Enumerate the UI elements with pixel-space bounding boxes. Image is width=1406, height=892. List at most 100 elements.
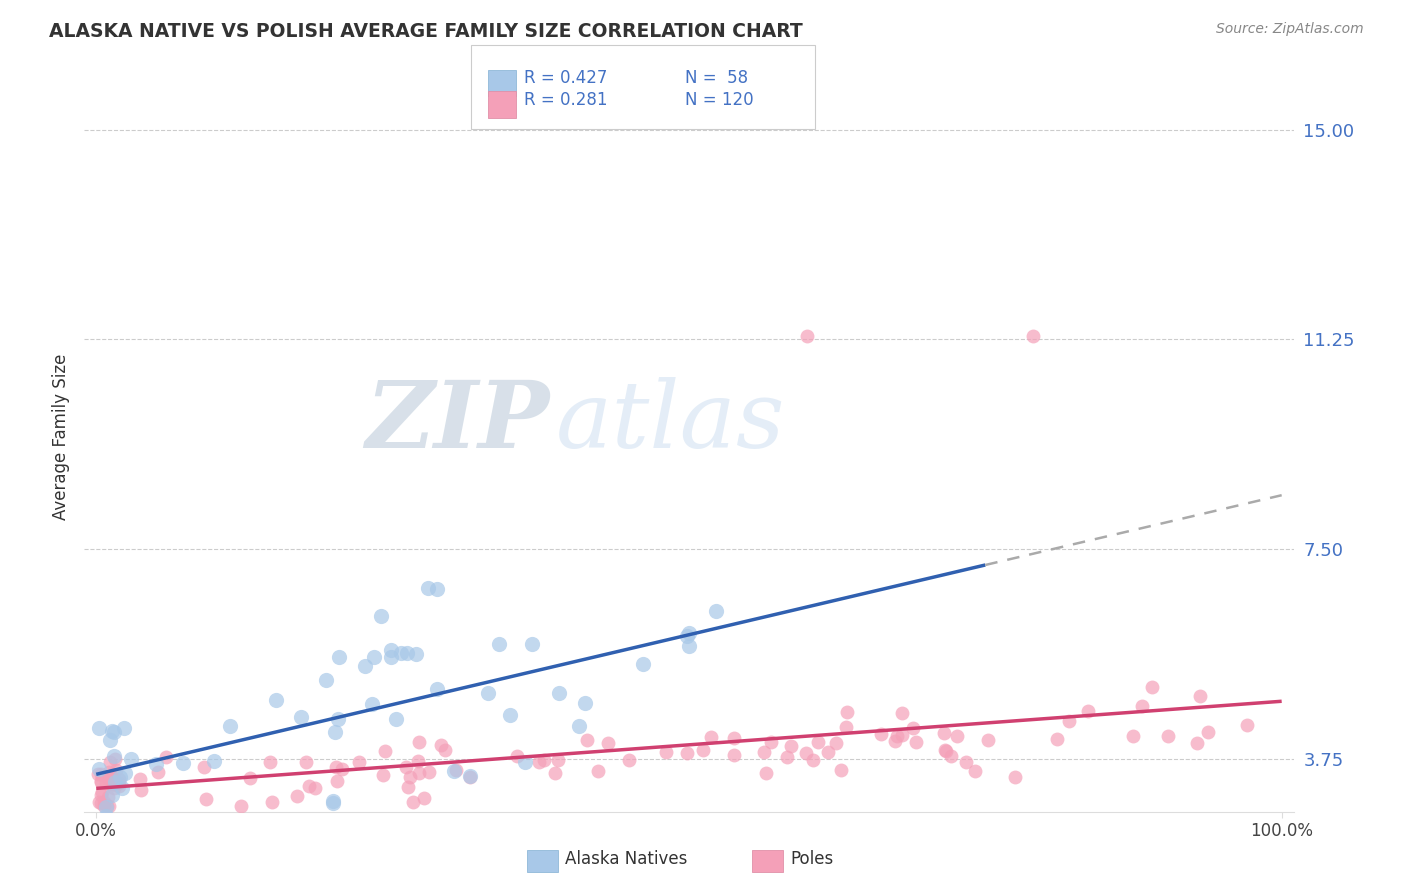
Point (93, 799, 115, 814)
Text: ALASKA NATIVE VS POLISH AVERAGE FAMILY SIZE CORRELATION CHART: ALASKA NATIVE VS POLISH AVERAGE FAMILY S… (49, 22, 803, 41)
Point (108, 779, 131, 793)
Point (506, 748, 529, 763)
Point (90, 774, 112, 789)
Text: N =  58: N = 58 (685, 70, 748, 87)
Point (93, 795, 115, 809)
Point (395, 760, 418, 774)
Point (87, 767, 110, 781)
Point (1157, 729, 1180, 743)
Point (655, 745, 678, 759)
Point (835, 720, 858, 734)
Point (692, 743, 714, 757)
Point (891, 729, 914, 743)
Point (955, 755, 977, 769)
Point (322, 797, 344, 811)
Point (477, 686, 499, 700)
Point (884, 734, 907, 748)
Point (112, 721, 135, 735)
Point (104, 775, 127, 789)
Point (676, 629, 699, 643)
Point (373, 768, 395, 782)
Point (678, 640, 700, 654)
Point (434, 743, 457, 757)
Point (90, 785, 112, 799)
Point (905, 735, 928, 749)
Point (145, 756, 167, 771)
Point (446, 763, 468, 777)
Point (780, 739, 803, 753)
Point (298, 779, 321, 793)
Point (1022, 329, 1045, 343)
Point (499, 708, 522, 723)
Point (104, 752, 127, 766)
Point (1185, 736, 1208, 750)
Point (699, 730, 721, 744)
Point (406, 754, 429, 768)
Point (323, 724, 346, 739)
Point (1130, 698, 1153, 713)
Point (108, 776, 131, 790)
Point (354, 659, 377, 673)
Point (426, 582, 449, 597)
Point (522, 637, 544, 651)
Point (128, 772, 150, 787)
Point (360, 697, 382, 711)
Point (723, 731, 745, 746)
Text: atlas: atlas (555, 377, 786, 467)
Point (941, 748, 963, 763)
Point (418, 581, 440, 595)
Point (195, 792, 218, 806)
Point (97, 765, 120, 780)
Point (101, 772, 124, 786)
Point (315, 673, 337, 688)
Point (752, 746, 775, 760)
Point (101, 777, 124, 791)
Point (98, 756, 121, 770)
Point (295, 755, 318, 769)
Point (405, 647, 427, 661)
Point (974, 822, 997, 836)
Point (103, 749, 125, 764)
Point (380, 649, 402, 664)
Point (101, 788, 124, 802)
Point (235, 870, 257, 884)
Point (619, 753, 641, 767)
Point (107, 772, 129, 787)
Point (98, 772, 121, 787)
Point (408, 766, 430, 780)
Point (87, 762, 110, 776)
Point (1077, 704, 1099, 718)
Point (374, 744, 396, 758)
Point (103, 724, 125, 739)
Point (596, 736, 619, 750)
Point (533, 753, 555, 767)
Point (87, 722, 110, 736)
Point (172, 756, 194, 770)
Point (97, 799, 120, 814)
Point (114, 766, 136, 780)
Point (796, 747, 818, 761)
Point (389, 646, 412, 660)
Point (384, 712, 406, 726)
Point (399, 770, 422, 784)
Point (396, 646, 419, 660)
Point (370, 609, 392, 624)
Point (396, 780, 419, 794)
Point (260, 795, 283, 809)
Point (574, 696, 596, 710)
Point (1236, 717, 1258, 731)
Text: R = 0.281: R = 0.281 (524, 91, 607, 109)
Point (146, 765, 169, 780)
Point (325, 759, 347, 773)
Point (886, 730, 908, 744)
Point (830, 763, 852, 777)
Point (94, 776, 117, 790)
Point (801, 753, 824, 767)
Point (796, 329, 818, 343)
Point (704, 604, 727, 618)
Point (430, 738, 453, 752)
Point (977, 733, 1000, 747)
Point (488, 637, 510, 651)
Point (96, 800, 118, 814)
Point (89, 795, 111, 809)
